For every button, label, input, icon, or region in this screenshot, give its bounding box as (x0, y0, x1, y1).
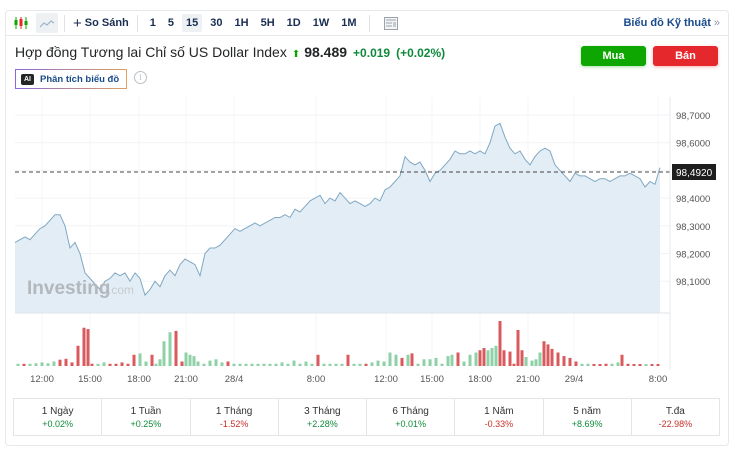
svg-text:98,2000: 98,2000 (676, 250, 710, 261)
current-price-badge (672, 164, 716, 180)
performance-change: -22.98% (658, 418, 693, 429)
svg-text:98,6000: 98,6000 (676, 139, 710, 150)
performance-period: 1 Ngày (41, 405, 74, 417)
interval-5[interactable]: 5 (167, 17, 175, 29)
candlestick-icon (14, 17, 28, 29)
instrument-header: Hợp đồng Tương lai Chỉ số US Dollar Inde… (15, 44, 451, 60)
svg-text:.com: .com (108, 283, 134, 297)
ai-icon: AI (21, 73, 34, 85)
performance-cell[interactable]: 6 Tháng +0.01% (367, 399, 456, 435)
svg-text:98,7000: 98,7000 (676, 111, 710, 122)
interval-1h[interactable]: 1H (234, 17, 249, 29)
x-axis: 12:00 15:00 18:00 21:00 28/4 8:00 12:00 15:00 18… (30, 374, 667, 385)
svg-text:28/4: 28/4 (225, 374, 244, 385)
compare-button[interactable]: + So Sánh (71, 16, 131, 31)
sell-button[interactable]: Bán (653, 46, 718, 66)
performance-period: 1 Năm (484, 405, 514, 417)
price-line (14, 122, 661, 297)
svg-text:8:00: 8:00 (307, 374, 326, 385)
performance-cell[interactable]: 5 năm +8.69% (544, 399, 632, 435)
performance-change: +8.69% (571, 418, 603, 429)
svg-text:15:00: 15:00 (78, 374, 102, 385)
performance-period: 1 Tuần (130, 405, 162, 417)
price-chart[interactable]: 98,7000 98,6000 98,4000 98,3000 98,2000 98,10… (0, 0, 740, 395)
investing-watermark: Investing .com (27, 278, 134, 299)
plus-icon: + (73, 14, 82, 32)
performance-change: -0.33% (484, 418, 514, 429)
interval-1[interactable]: 1 (149, 17, 156, 29)
chart-toolbar: + So Sánh 1 5 15 30 1H 5H 1D 1W 1M Biểu … (6, 11, 728, 36)
technical-chart-link[interactable]: Biểu đồ Kỹ thuật» (623, 17, 720, 29)
double-chevron-right-icon: » (713, 17, 720, 29)
price-change: +0.019 (353, 46, 391, 60)
performance-cell[interactable]: 1 Tháng -1.52% (191, 399, 279, 435)
toolbar-divider (368, 14, 370, 32)
compare-label: So Sánh (84, 17, 129, 29)
instrument-title: Hợp đồng Tương lai Chỉ số US Dollar Inde… (15, 44, 287, 60)
volume-bars (16, 321, 660, 366)
svg-text:12:00: 12:00 (374, 374, 398, 385)
technical-chart-label: Biểu đồ Kỹ thuật (623, 17, 711, 29)
svg-text:15:00: 15:00 (420, 374, 444, 385)
svg-text:29/4: 29/4 (565, 374, 584, 385)
performance-cell[interactable]: 3 Tháng +2.28% (279, 399, 367, 435)
interval-1w[interactable]: 1W (312, 17, 330, 29)
interval-30[interactable]: 30 (210, 17, 223, 29)
svg-text:21:00: 21:00 (174, 374, 198, 385)
candlestick-chart-button[interactable] (10, 13, 32, 33)
svg-text:12:00: 12:00 (30, 374, 54, 385)
ai-analysis-label: Phân tích biểu đồ (40, 73, 120, 85)
price-change-percent: (+0.02%) (396, 46, 446, 60)
performance-period: 5 năm (573, 405, 602, 417)
svg-text:98,4000: 98,4000 (676, 194, 710, 205)
area-chart-icon (39, 20, 55, 28)
performance-change: +2.28% (306, 418, 338, 429)
svg-text:98,1000: 98,1000 (676, 277, 710, 288)
performance-change: -1.52% (219, 418, 249, 429)
performance-table: 1 Ngày +0.02% 1 Tuần +0.25% 1 Tháng -1.52% 3 T… (13, 398, 720, 436)
info-icon[interactable]: i (134, 71, 147, 84)
performance-cell[interactable]: 1 Năm -0.33% (455, 399, 544, 435)
layout-icon (383, 16, 398, 30)
svg-text:98,3000: 98,3000 (676, 222, 710, 233)
performance-cell[interactable]: 1 Ngày +0.02% (14, 399, 103, 435)
last-price: 98.489 (304, 44, 348, 60)
performance-cell[interactable]: T.đa -22.98% (632, 399, 719, 435)
svg-text:21:00: 21:00 (516, 374, 540, 385)
performance-period: 6 Tháng (392, 405, 429, 417)
interval-1m[interactable]: 1M (341, 17, 357, 29)
ai-chart-analysis-button[interactable]: AI Phân tích biểu đồ (15, 69, 128, 89)
area-chart-button[interactable] (36, 13, 58, 33)
svg-text:Investing: Investing (27, 278, 110, 299)
performance-cell[interactable]: 1 Tuần +0.25% (102, 399, 191, 435)
current-price-label: 98,4920 (676, 168, 713, 179)
performance-period: T.đa (665, 405, 685, 417)
interval-15[interactable]: 15 (182, 14, 203, 32)
interval-5h[interactable]: 5H (260, 17, 275, 29)
svg-text:8:00: 8:00 (649, 374, 668, 385)
buy-button[interactable]: Mua (581, 46, 646, 66)
performance-period: 1 Tháng (215, 405, 253, 417)
performance-change: +0.25% (130, 418, 162, 429)
performance-period: 3 Tháng (304, 405, 341, 417)
svg-text:18:00: 18:00 (468, 374, 492, 385)
interval-1d[interactable]: 1D (286, 17, 301, 29)
y-axis: 98,7000 98,6000 98,4000 98,3000 98,2000 98,10… (676, 111, 710, 288)
up-arrow-icon: ⬆ (291, 49, 301, 60)
layout-button[interactable] (380, 13, 402, 33)
toolbar-divider (64, 14, 65, 32)
performance-change: +0.02% (42, 418, 74, 429)
price-area-fill (15, 123, 660, 313)
svg-text:18:00: 18:00 (127, 374, 151, 385)
toolbar-divider (136, 14, 138, 32)
performance-change: +0.01% (395, 418, 427, 429)
